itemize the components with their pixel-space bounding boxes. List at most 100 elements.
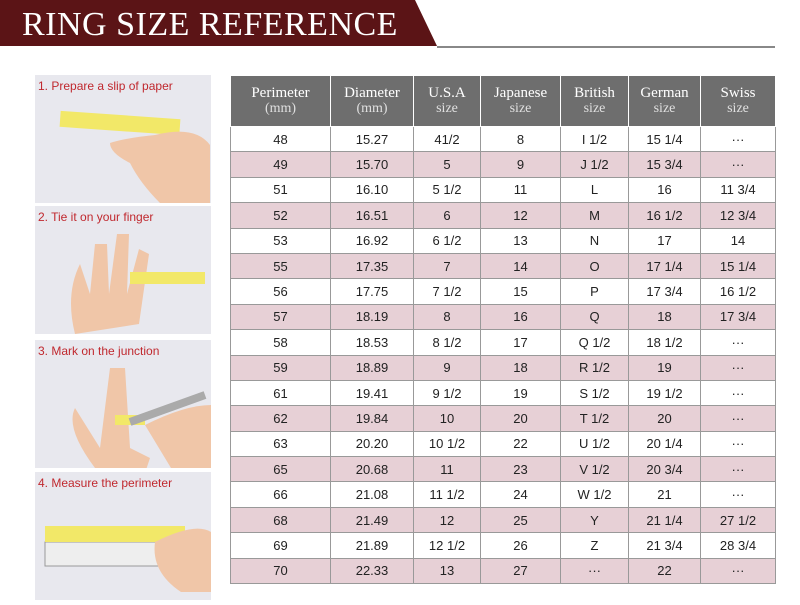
table-cell: U 1/2 (560, 430, 629, 458)
column-name: Diameter (344, 85, 400, 101)
table-row: 55 17.35 7 14 O 17 1/4 15 1/4 (230, 252, 776, 280)
table-cell: 18.53 (330, 329, 414, 356)
table-row: 57 18.19 8 16 Q 18 17 3/4 (230, 303, 776, 331)
table-cell: 5 (413, 151, 481, 178)
size-table: Perimeter (mm) Diameter (mm) U.S.A size Japane… (230, 75, 776, 585)
title: RING SIZE REFERENCE (22, 6, 398, 43)
table-cell: T 1/2 (560, 405, 629, 432)
table-cell: 51 (230, 176, 331, 204)
table-cell: O (560, 252, 629, 280)
column-header: Perimeter (mm) (230, 75, 331, 127)
table-cell: 55 (230, 252, 331, 280)
table-cell: 10 1/2 (413, 430, 481, 458)
table-cell: 14 (700, 227, 776, 254)
table-cell: 9 (413, 354, 481, 381)
table-cell: 15 3/4 (628, 151, 701, 178)
table-cell: ··· (700, 405, 776, 432)
table-cell: ··· (700, 151, 776, 178)
step-label: 2. Tie it on your finger (38, 210, 154, 224)
table-cell: I 1/2 (560, 125, 629, 153)
column-name: U.S.A (428, 85, 466, 101)
table-cell: 56 (230, 278, 331, 305)
table-cell: 70 (230, 557, 331, 585)
table-cell: ··· (700, 430, 776, 458)
table-cell: 59 (230, 354, 331, 381)
table-row: 48 15.27 41/2 8 I 1/2 15 1/4 ··· (230, 125, 776, 153)
step-panel: 1. Prepare a slip of paper (35, 75, 211, 203)
column-header: U.S.A size (413, 75, 481, 127)
column-name: British (574, 85, 615, 101)
table-cell: 21.08 (330, 481, 414, 508)
table-cell: 7 1/2 (413, 278, 481, 305)
table-cell: 61 (230, 379, 331, 407)
table-cell: V 1/2 (560, 456, 629, 483)
column-header: British size (560, 75, 629, 127)
step-panel: 4. Measure the perimeter (35, 472, 211, 600)
table-cell: P (560, 278, 629, 305)
table-cell: ··· (700, 354, 776, 381)
table-cell: ··· (700, 456, 776, 483)
column-unit: size (727, 101, 749, 116)
table-cell: 12 1/2 (413, 532, 481, 559)
table-cell: 20.20 (330, 430, 414, 458)
table-cell: 14 (480, 252, 561, 280)
table-cell: 13 (413, 557, 481, 585)
table-cell: 49 (230, 151, 331, 178)
table-row: 52 16.51 6 12 M 16 1/2 12 3/4 (230, 202, 776, 229)
table-cell: 21 (628, 481, 701, 508)
table-cell: W 1/2 (560, 481, 629, 508)
table-cell: Z (560, 532, 629, 559)
table-cell: 16.51 (330, 202, 414, 229)
step-panel: 2. Tie it on your finger (35, 206, 211, 334)
table-cell: J 1/2 (560, 151, 629, 178)
table-cell: 52 (230, 202, 331, 229)
table-cell: 6 1/2 (413, 227, 481, 254)
table-cell: 16 1/2 (700, 278, 776, 305)
table-cell: 12 3/4 (700, 202, 776, 229)
table-cell: ··· (560, 557, 629, 585)
table-cell: 6 (413, 202, 481, 229)
column-header: Diameter (mm) (330, 75, 414, 127)
table-cell: 17.75 (330, 278, 414, 305)
column-unit: size (509, 101, 532, 116)
table-cell: 21.49 (330, 506, 414, 534)
table-cell: 19 1/2 (628, 379, 701, 407)
table-cell: 69 (230, 532, 331, 559)
column-header: German size (628, 75, 701, 127)
table-row: 53 16.92 6 1/2 13 N 17 14 (230, 227, 776, 254)
table-row: 62 19.84 10 20 T 1/2 20 ··· (230, 405, 776, 432)
table-cell: R 1/2 (560, 354, 629, 381)
table-row: 65 20.68 11 23 V 1/2 20 3/4 ··· (230, 456, 776, 483)
table-cell: 19.41 (330, 379, 414, 407)
table-cell: 11 (480, 176, 561, 204)
column-unit: (mm) (356, 101, 388, 116)
table-cell: 62 (230, 405, 331, 432)
table-row: 56 17.75 7 1/2 15 P 17 3/4 16 1/2 (230, 278, 776, 305)
table-cell: ··· (700, 557, 776, 585)
table-cell: 18.19 (330, 303, 414, 331)
table-cell: 20 1/4 (628, 430, 701, 458)
table-cell: 63 (230, 430, 331, 458)
table-cell: 11 3/4 (700, 176, 776, 204)
table-cell: 28 3/4 (700, 532, 776, 559)
table-cell: 18 (628, 303, 701, 331)
table-cell: Q (560, 303, 629, 331)
table-cell: 13 (480, 227, 561, 254)
table-cell: 22 (628, 557, 701, 585)
table-cell: ··· (700, 125, 776, 153)
table-cell: 20 (628, 405, 701, 432)
table-row: 51 16.10 5 1/2 11 L 16 11 3/4 (230, 176, 776, 204)
table-cell: 16.10 (330, 176, 414, 204)
table-cell: 12 (480, 202, 561, 229)
table-cell: 11 (413, 456, 481, 483)
column-header: Japanese size (480, 75, 561, 127)
table-cell: 65 (230, 456, 331, 483)
table-cell: 5 1/2 (413, 176, 481, 204)
table-cell: 17 (480, 329, 561, 356)
table-cell: ··· (700, 329, 776, 356)
table-cell: 17 1/4 (628, 252, 701, 280)
table-cell: 22 (480, 430, 561, 458)
table-cell: 19 (628, 354, 701, 381)
banner (0, 0, 775, 48)
table-cell: 16 (628, 176, 701, 204)
